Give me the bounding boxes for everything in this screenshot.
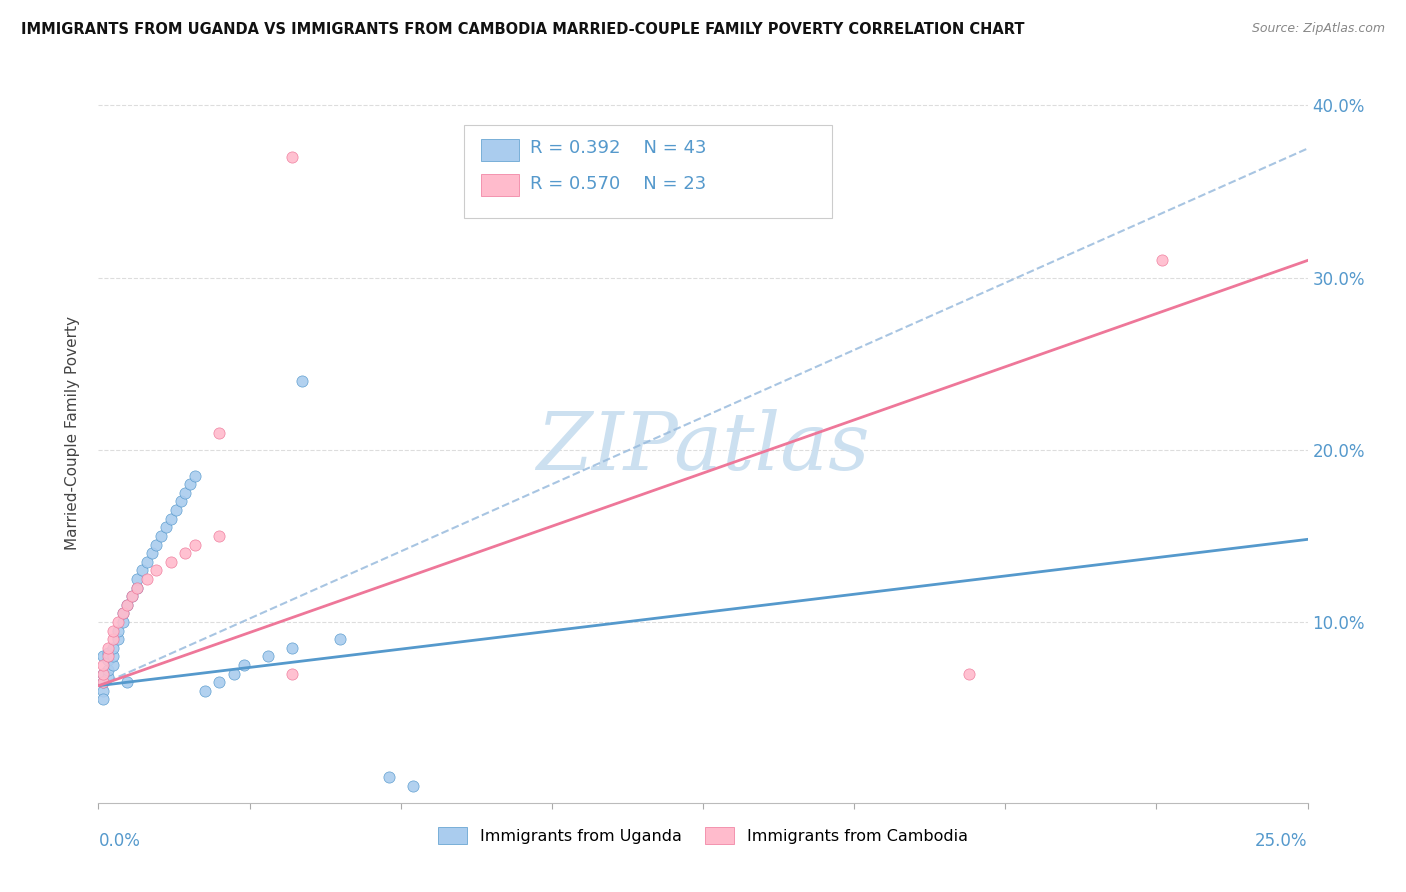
Point xyxy=(117,675,139,690)
Point xyxy=(165,503,187,517)
Point xyxy=(256,649,278,664)
FancyBboxPatch shape xyxy=(464,126,832,218)
Point xyxy=(111,615,134,629)
Point xyxy=(97,663,120,677)
Point xyxy=(329,632,352,647)
Point xyxy=(107,624,129,638)
Text: IMMIGRANTS FROM UGANDA VS IMMIGRANTS FROM CAMBODIA MARRIED-COUPLE FAMILY POVERTY: IMMIGRANTS FROM UGANDA VS IMMIGRANTS FRO… xyxy=(21,22,1025,37)
Point xyxy=(377,770,399,784)
Point xyxy=(127,572,149,586)
Legend: Immigrants from Uganda, Immigrants from Cambodia: Immigrants from Uganda, Immigrants from … xyxy=(432,820,974,850)
Text: Source: ZipAtlas.com: Source: ZipAtlas.com xyxy=(1251,22,1385,36)
Point xyxy=(184,537,207,551)
Point xyxy=(174,486,197,500)
Point xyxy=(174,546,197,560)
Point xyxy=(91,684,114,698)
Point xyxy=(402,779,425,793)
Point xyxy=(184,468,207,483)
Text: ZIPatlas: ZIPatlas xyxy=(536,409,870,486)
Point xyxy=(141,546,163,560)
Point xyxy=(155,520,177,534)
Point xyxy=(281,150,304,164)
Point xyxy=(117,598,139,612)
Point xyxy=(117,598,139,612)
Point xyxy=(101,640,124,655)
Point xyxy=(160,512,183,526)
Point xyxy=(97,649,120,664)
Text: R = 0.392    N = 43: R = 0.392 N = 43 xyxy=(530,139,707,157)
Point xyxy=(281,640,304,655)
Point xyxy=(121,589,143,603)
Point xyxy=(91,675,114,690)
FancyBboxPatch shape xyxy=(481,138,519,161)
Text: R = 0.570    N = 23: R = 0.570 N = 23 xyxy=(530,175,706,193)
Point xyxy=(281,666,304,681)
Point xyxy=(127,581,149,595)
Point xyxy=(150,529,173,543)
Y-axis label: Married-Couple Family Poverty: Married-Couple Family Poverty xyxy=(65,316,80,549)
Point xyxy=(101,649,124,664)
Point xyxy=(1152,253,1174,268)
Point xyxy=(145,537,167,551)
Text: 0.0%: 0.0% xyxy=(98,832,141,850)
Point xyxy=(91,692,114,706)
Point xyxy=(222,666,245,681)
Point xyxy=(179,477,201,491)
Point xyxy=(91,666,114,681)
Point xyxy=(135,555,157,569)
Point xyxy=(145,563,167,577)
Text: 25.0%: 25.0% xyxy=(1256,832,1308,850)
Point xyxy=(208,675,231,690)
Point xyxy=(97,646,120,660)
Point xyxy=(107,615,129,629)
FancyBboxPatch shape xyxy=(481,174,519,196)
Point xyxy=(160,555,183,569)
Point xyxy=(135,572,157,586)
Point xyxy=(957,666,980,681)
Point xyxy=(290,374,312,388)
Point xyxy=(131,563,153,577)
Point xyxy=(208,529,231,543)
Point xyxy=(169,494,191,508)
Point xyxy=(91,658,114,673)
Point xyxy=(91,675,114,690)
Point xyxy=(97,653,120,667)
Point xyxy=(97,640,120,655)
Point xyxy=(232,658,254,673)
Point xyxy=(101,624,124,638)
Point xyxy=(101,658,124,673)
Point xyxy=(91,649,114,664)
Point xyxy=(107,632,129,647)
Point xyxy=(111,607,134,621)
Point xyxy=(127,581,149,595)
Point xyxy=(121,589,143,603)
Point xyxy=(97,670,120,684)
Point xyxy=(111,607,134,621)
Point xyxy=(101,632,124,647)
Point xyxy=(91,666,114,681)
Point xyxy=(194,684,217,698)
Point xyxy=(208,425,231,440)
